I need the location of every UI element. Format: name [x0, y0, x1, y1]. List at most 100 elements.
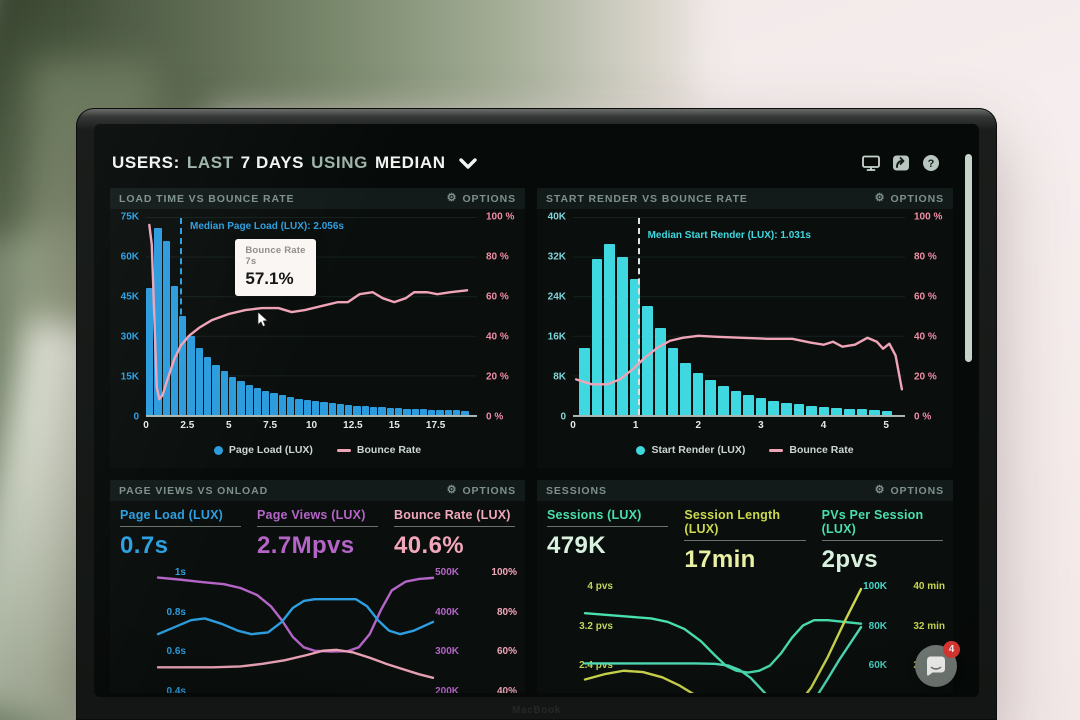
histogram-bar [170, 285, 179, 415]
options-button[interactable]: ⚙ OPTIONS [446, 192, 516, 205]
legend: Start Render (LUX) Bounce Rate [537, 437, 953, 463]
metric-page-load: Page Load (LUX) 0.7s [120, 508, 241, 560]
axis-label: 15 [388, 420, 400, 431]
axis-label: 5 [883, 420, 889, 431]
options-button[interactable]: ⚙ OPTIONS [874, 484, 944, 497]
axis-label: 80 % [486, 251, 509, 263]
histogram-bar [394, 408, 403, 415]
axis-label: 60 % [486, 291, 509, 303]
header-icons: ? [861, 153, 941, 173]
axis-label: 100 % [486, 211, 515, 223]
chat-bubble-icon [927, 656, 945, 676]
y-axis-right: 100 % 80 % 60 % 40 % 20 % 0 % [905, 212, 953, 423]
histogram-bar [793, 404, 805, 415]
chart-area: 75K 60K 45K 30K 15K 0 Median Page Load (LUX):… [110, 212, 525, 423]
title-part: LAST [186, 153, 234, 172]
histogram-bar [287, 397, 295, 415]
axis-label: 16K [547, 331, 566, 343]
help-icon[interactable]: ? [921, 153, 941, 173]
panel-grid: LOAD TIME VS BOUNCE RATE ⚙ OPTIONS 75K 60K… [110, 188, 953, 693]
axis-label: 40 % [914, 331, 937, 343]
axis-label: 100 % [914, 211, 943, 223]
median-annotation: Median Start Render (LUX): 1.031s [647, 230, 811, 241]
y-axis-left: 75K 60K 45K 30K 15K 0 [110, 212, 146, 423]
median-line: Median Start Render (LUX): 1.031s [637, 218, 811, 415]
panel-title: SESSIONS [546, 484, 607, 497]
axis-label: 2.5 [180, 420, 195, 431]
legend-dot-swatch [636, 445, 646, 455]
axis-label: 4 pvs [587, 581, 613, 592]
scrollbar-thumb[interactable] [965, 154, 972, 362]
title-part: USING [311, 153, 368, 172]
histogram-bar [806, 405, 817, 415]
axis-label: 32K [547, 251, 566, 263]
axis-label: 8K [553, 371, 566, 383]
options-button[interactable]: ⚙ OPTIONS [446, 484, 516, 497]
legend-line-swatch [336, 448, 351, 452]
tooltip: Bounce Rate 7s 57.1% [235, 238, 316, 296]
axis-label: 0.4s [166, 685, 186, 694]
chat-widget[interactable]: 4 [915, 641, 960, 687]
metric-page-views: Page Views (LUX) 2.7Mpvs [257, 508, 378, 560]
options-button[interactable]: ⚙ OPTIONS [874, 192, 944, 205]
metric-row: Sessions (LUX) 479K Session Length (LUX)… [537, 501, 953, 574]
histogram-bar [654, 328, 666, 415]
histogram-bar [436, 409, 444, 415]
users-filter-dropdown[interactable]: USERS: LAST 7 DAYS USING MEDIAN [112, 153, 477, 173]
axis-label: 0.8s [166, 606, 186, 618]
plant-leaf [110, 0, 690, 120]
histogram-bar [237, 380, 245, 415]
metric-pvs-per-session: PVs Per Session (LUX) 2pvs [821, 508, 943, 574]
axis-label: 17.5 [425, 420, 446, 431]
title-part: 7 DAYS [240, 153, 305, 172]
metric-session-length: Session Length (LUX) 17min [684, 508, 806, 574]
bounce-rate-line [146, 217, 477, 415]
histogram-bar [781, 402, 792, 415]
histogram-bar [617, 256, 628, 415]
panel-page-views: PAGE VIEWS VS ONLOAD ⚙ OPTIONS Page Load … [110, 480, 525, 693]
app-header: USERS: LAST 7 DAYS USING MEDIAN ? [112, 146, 955, 180]
histogram-bar [253, 387, 262, 415]
histogram-bar [311, 401, 320, 415]
metric-bounce-rate: Bounce Rate (LUX) 40.6% [394, 508, 515, 560]
chart-grid-row: 4 pvs 100K 40 min [547, 581, 945, 592]
histogram-bar [705, 380, 716, 415]
histogram-bar [278, 395, 287, 415]
metric-underline [257, 526, 378, 527]
legend-line-swatch [769, 448, 784, 452]
axis-label: 500K [435, 567, 459, 578]
histogram-bar [461, 410, 469, 415]
histogram-bar [844, 408, 855, 415]
histogram-bar [336, 404, 345, 415]
metric-sessions: Sessions (LUX) 479K [547, 508, 669, 574]
histogram-bar [642, 306, 653, 415]
histogram-bar [743, 395, 754, 415]
metric-underline [821, 540, 943, 541]
histogram-bar [869, 410, 880, 415]
axis-label: 30K [120, 331, 139, 343]
axis-label: 45K [120, 291, 139, 303]
display-icon[interactable] [861, 153, 881, 173]
svg-text:?: ? [928, 158, 935, 170]
legend-item: Bounce Rate [769, 444, 854, 456]
histogram-bar [730, 391, 742, 415]
histogram-bar [204, 356, 212, 415]
trend-line-bounce-rate-lux- [158, 650, 433, 678]
share-icon[interactable] [891, 153, 911, 173]
axis-label: 0.6s [166, 646, 186, 657]
axis-label: 12.5 [343, 420, 363, 431]
y-axis-right: 100 % 80 % 60 % 40 % 20 % 0 % [477, 212, 525, 423]
chart-grid-row: 0.6s 300K 60% [120, 646, 517, 657]
axis-label: 60 % [914, 291, 937, 303]
histogram-bar [881, 410, 893, 415]
tooltip-value: 57.1% [245, 268, 294, 288]
x-axis: 0 2.5 5 7.5 10 12.5 15 17.5 [143, 420, 477, 437]
histogram-bar [146, 288, 154, 415]
axis-label: 100K [863, 581, 887, 592]
histogram-bar [717, 386, 729, 415]
axis-label: 60K [120, 251, 139, 263]
gear-icon: ⚙ [874, 484, 886, 496]
axis-label: 2.4 pvs [579, 660, 613, 671]
trend-lines [158, 558, 433, 693]
metric-underline [394, 526, 515, 527]
